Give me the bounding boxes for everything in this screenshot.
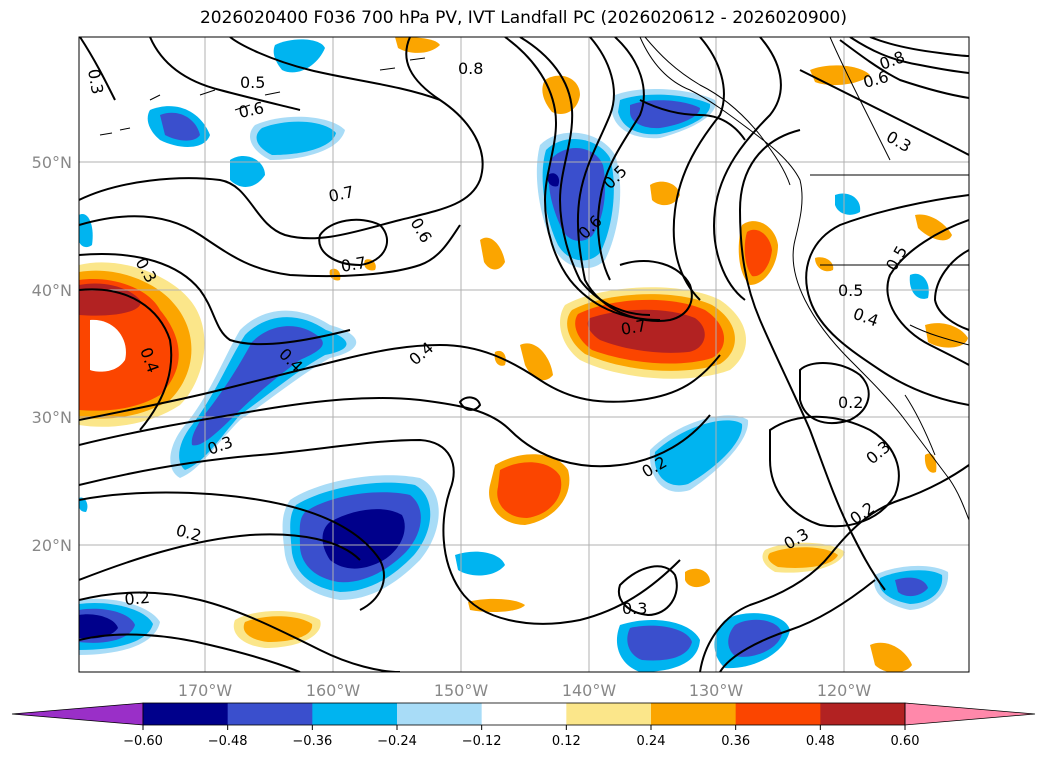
colorbar-outline [142, 702, 906, 726]
lon-label: 140°W [562, 681, 617, 700]
lon-label: 160°W [306, 681, 361, 700]
longitude-labels: 170°W 160°W 150°W 140°W 130°W 120°W [178, 681, 872, 700]
lon-label: 150°W [434, 681, 489, 700]
colorbar-segment [735, 703, 821, 725]
contour-label: 0.5 [240, 73, 265, 92]
colorbar-segment [227, 703, 313, 725]
colorbar-extend-high [904, 702, 1036, 726]
lat-label: 30°N [32, 408, 72, 427]
lon-label: 130°W [689, 681, 744, 700]
lon-label: 170°W [178, 681, 233, 700]
colorbar-tick-label: 0.36 [721, 734, 750, 749]
colorbar-extend-low [11, 702, 144, 726]
coastlines [99, 37, 969, 521]
colorbar-segment [143, 703, 229, 725]
contour-label: 0.7 [339, 253, 367, 276]
lat-label: 40°N [32, 281, 72, 300]
contour-label: 0.7 [327, 182, 356, 206]
negative-anomaly-fills [79, 39, 949, 672]
colorbar-tick-label: 0.12 [552, 734, 581, 749]
colorbar-segment [820, 703, 906, 725]
colorbar-segment [397, 703, 483, 725]
contour-label: 0.2 [838, 393, 863, 412]
colorbar-tick-label: −0.36 [292, 734, 332, 749]
contour-label: 0.2 [124, 588, 151, 609]
colorbar-tick-label: −0.48 [208, 734, 248, 749]
colorbar-tick-label: −0.24 [377, 734, 417, 749]
latitude-labels: 50°N 40°N 30°N 20°N [32, 153, 72, 555]
lat-label: 20°N [32, 536, 72, 555]
contour-label: 0.3 [622, 599, 647, 618]
colorbar-tick-label: 0.24 [637, 734, 666, 749]
map-title: 2026020400 F036 700 hPa PV, IVT Landfall… [199, 8, 847, 28]
map-frame [78, 36, 970, 673]
contour-label: 0.3 [84, 67, 107, 95]
colorbar-tick-label: 0.60 [891, 734, 920, 749]
contour-label: 0.8 [458, 59, 483, 78]
colorbar-tick-label: 0.48 [806, 734, 835, 749]
plot-area: 0.8 0.5 0.6 0.7 0.7 0.6 0.5 0.6 0.7 0.4 … [79, 37, 969, 672]
colorbar: −0.60 −0.48 −0.36 −0.24 −0.12 0.12 0.24 0.36 0.4… [11, 702, 1036, 749]
colorbar-segment [481, 703, 567, 725]
colorbar-segment [566, 703, 652, 725]
contour-label: 0.7 [619, 316, 647, 339]
contour-label: 0.6 [237, 98, 266, 122]
colorbar-tick-label: −0.12 [462, 734, 502, 749]
lat-label: 50°N [32, 153, 72, 172]
colorbar-segment [651, 703, 737, 725]
colorbar-tick-label: −0.60 [123, 734, 163, 749]
pv-contours [79, 37, 969, 672]
colorbar-segment [312, 703, 398, 725]
lon-label: 120°W [817, 681, 872, 700]
contour-label: 0.5 [838, 281, 863, 300]
